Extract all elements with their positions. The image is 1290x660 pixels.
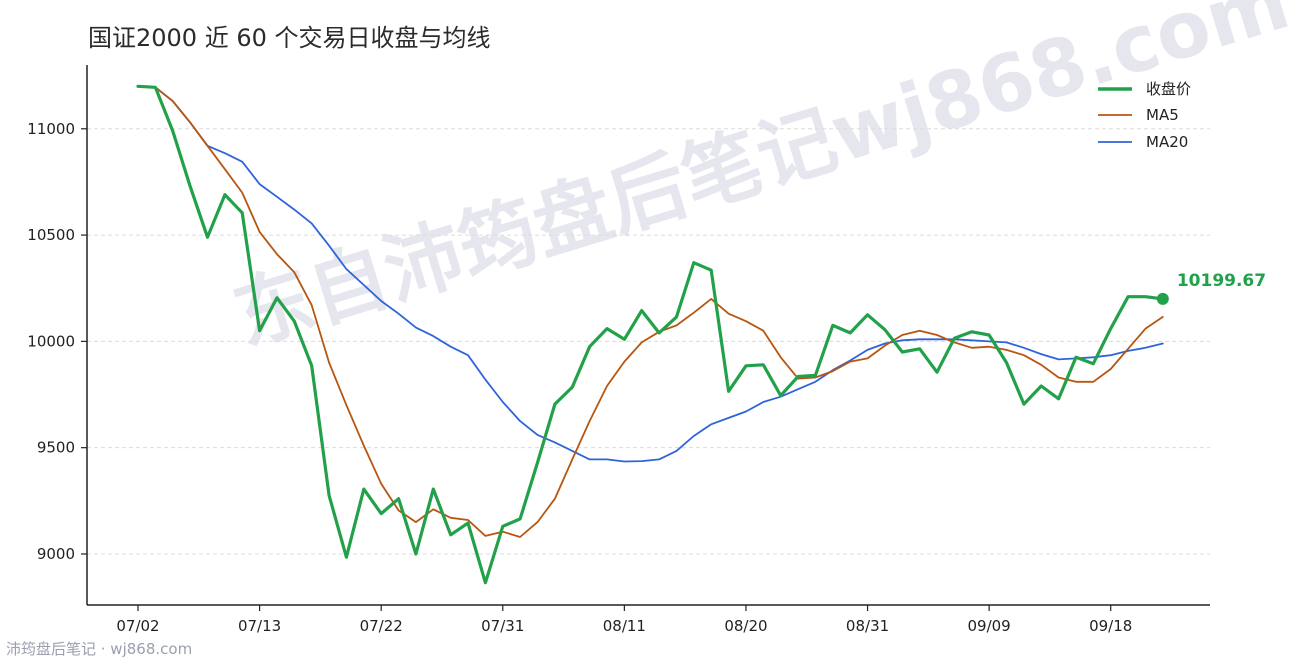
x-tick-label: 08/20 bbox=[724, 617, 767, 635]
y-tick-label: 11000 bbox=[27, 120, 75, 138]
last-close-label: 10199.67 bbox=[1177, 271, 1266, 291]
y-tick-label: 10000 bbox=[27, 332, 75, 350]
x-tick-label: 08/11 bbox=[603, 617, 646, 635]
y-tick-label: 10500 bbox=[27, 226, 75, 244]
x-tick-label: 09/18 bbox=[1089, 617, 1132, 635]
legend-label-ma5: MA5 bbox=[1146, 106, 1179, 124]
legend: 收盘价 MA5 MA20 bbox=[1098, 80, 1191, 151]
x-tick-label: 07/31 bbox=[481, 617, 524, 635]
axes bbox=[86, 65, 1210, 606]
x-tick-label: 07/02 bbox=[116, 617, 159, 635]
x-tick-label: 07/13 bbox=[238, 617, 281, 635]
last-close-marker bbox=[1156, 292, 1169, 305]
x-tick-label: 09/09 bbox=[968, 617, 1011, 635]
x-tick-label: 07/22 bbox=[360, 617, 403, 635]
annotation-layer: 10199.67 bbox=[1156, 271, 1266, 305]
grid-layer bbox=[87, 128, 1210, 555]
watermark-layer: 东自沛筠盘后笔记wj868.com bbox=[224, 0, 1290, 363]
y-tick-label: 9000 bbox=[37, 545, 75, 563]
ma5-line bbox=[137, 85, 1164, 538]
y-ticks: 9000 9500 10000 10500 11000 bbox=[27, 120, 87, 563]
chart-title: 国证2000 近 60 个交易日收盘与均线 bbox=[88, 24, 491, 52]
footer-watermark: 沛筠盘后笔记 · wj868.com bbox=[6, 640, 193, 658]
legend-label-close: 收盘价 bbox=[1146, 80, 1191, 98]
x-ticks: 07/02 07/13 07/22 07/31 08/11 08/20 08/31 09/09… bbox=[116, 605, 1132, 635]
close-price-line bbox=[136, 84, 1165, 585]
series-layer bbox=[136, 84, 1165, 585]
watermark-text: 东自沛筠盘后笔记wj868.com bbox=[224, 0, 1290, 363]
legend-label-ma20: MA20 bbox=[1146, 133, 1188, 151]
x-tick-label: 08/31 bbox=[846, 617, 889, 635]
y-tick-label: 9500 bbox=[37, 439, 75, 457]
